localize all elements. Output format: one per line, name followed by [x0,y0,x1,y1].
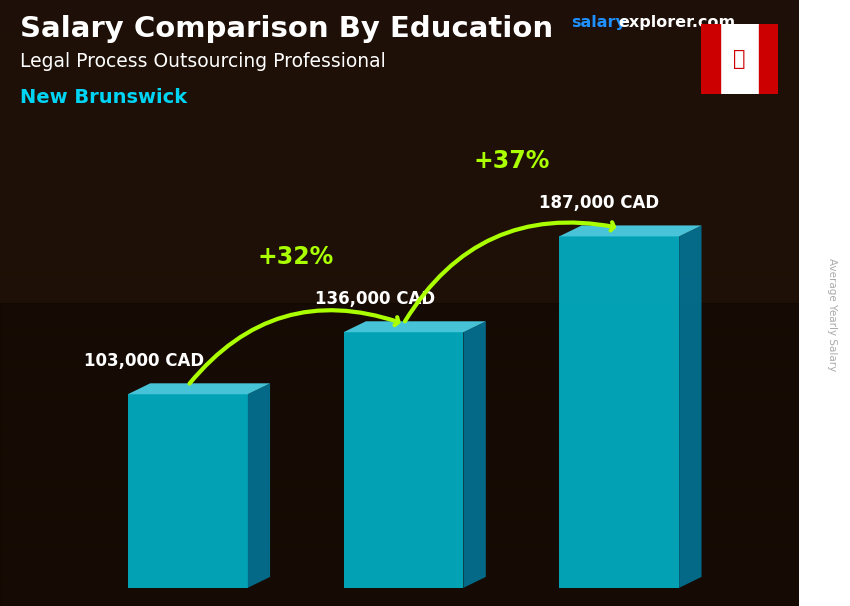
Text: Salary Comparison By Education: Salary Comparison By Education [20,15,553,43]
Polygon shape [559,236,679,588]
Bar [0,0,799,30]
Bar [0,121,799,152]
Polygon shape [128,395,247,588]
Text: New Brunswick: New Brunswick [20,88,187,107]
Text: 187,000 CAD: 187,000 CAD [539,194,660,212]
Polygon shape [128,384,270,395]
Bar [0,303,799,333]
Bar [0,545,799,576]
Bar [0,424,799,454]
Bar [0,576,799,606]
Text: +37%: +37% [473,149,550,173]
Bar [0,61,799,91]
Bar [701,24,720,94]
Bar [0,182,799,212]
Bar [759,24,778,94]
Polygon shape [559,225,701,236]
Text: explorer.com: explorer.com [619,15,735,30]
Bar [0,515,799,545]
Bar [0,333,799,364]
Text: 🍁: 🍁 [734,49,745,69]
Bar [0,303,799,606]
Bar [0,364,799,394]
Polygon shape [343,332,463,588]
Polygon shape [463,321,486,588]
Bar [0,242,799,273]
Text: salary: salary [571,15,626,30]
Text: Average Yearly Salary: Average Yearly Salary [827,259,837,371]
Text: Legal Process Outsourcing Professional: Legal Process Outsourcing Professional [20,52,386,70]
Bar [0,273,799,303]
Text: 136,000 CAD: 136,000 CAD [315,290,435,308]
Text: +32%: +32% [258,245,334,269]
Polygon shape [247,384,270,588]
Bar [0,30,799,61]
Bar [0,394,799,424]
Bar [0,454,799,485]
Bar [0,91,799,121]
Bar [0,485,799,515]
Bar [0,212,799,242]
Bar [0,152,799,182]
Polygon shape [679,225,701,588]
Text: 103,000 CAD: 103,000 CAD [84,352,204,370]
Polygon shape [343,321,486,332]
